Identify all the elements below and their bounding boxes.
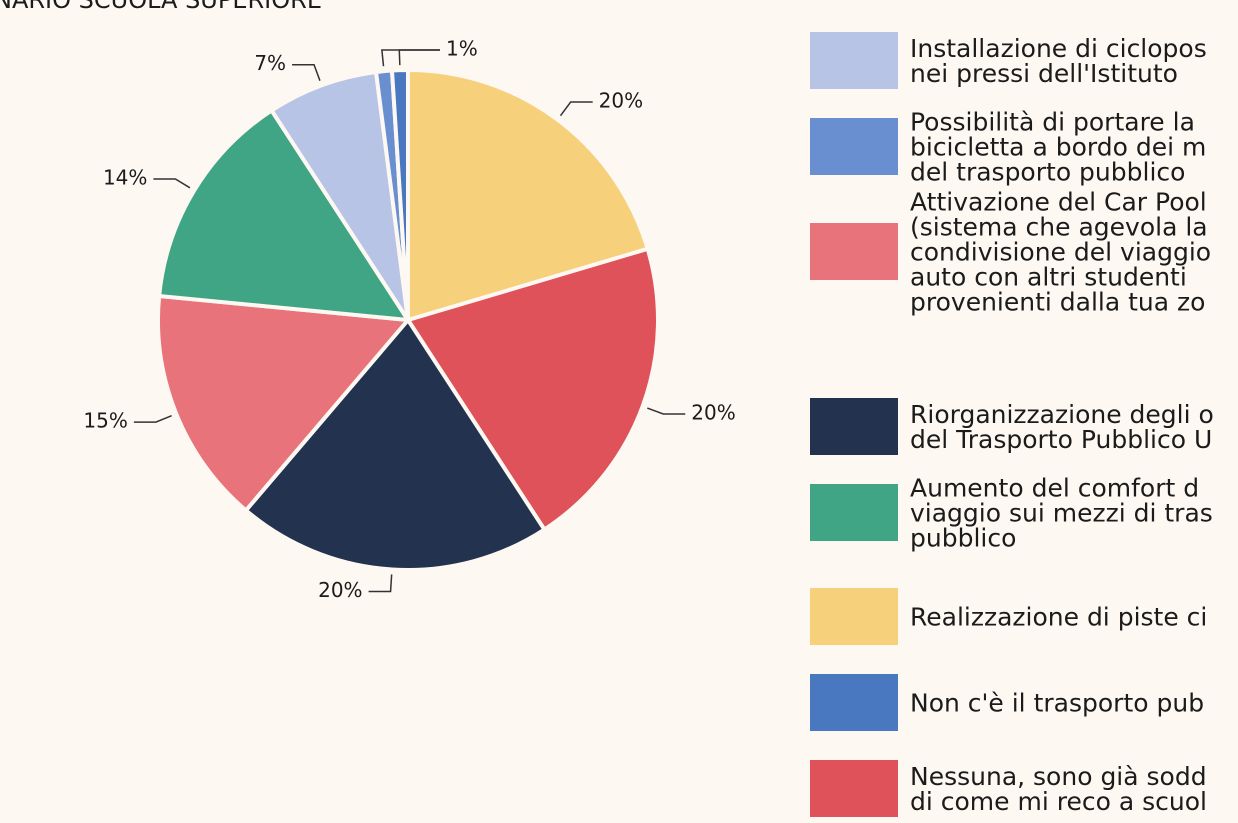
pie-slice bbox=[268, 69, 410, 322]
data-label: 15% bbox=[83, 409, 127, 433]
legend-swatch bbox=[810, 588, 898, 645]
legend-label: Non c'è il trasporto pub bbox=[910, 689, 1204, 718]
legend-label: Aumento del comfort d bbox=[910, 474, 1199, 503]
data-label: 14% bbox=[103, 165, 147, 189]
leader-line bbox=[368, 574, 393, 593]
legend-label: condivisione del viaggio bbox=[910, 238, 1211, 267]
legend-label: di come mi reco a scuol bbox=[910, 787, 1207, 816]
legend-swatch bbox=[810, 118, 898, 175]
leader-line bbox=[559, 101, 593, 117]
legend-label: Attivazione del Car Pool bbox=[910, 188, 1207, 217]
legend-swatch bbox=[810, 32, 898, 89]
legend-swatch bbox=[810, 674, 898, 731]
legend-label: del trasporto pubblico bbox=[910, 158, 1185, 187]
leader-line bbox=[381, 49, 440, 67]
leader-line bbox=[292, 63, 321, 81]
pie-slice bbox=[406, 67, 651, 323]
chart-title: NARIO SCUOLA SUPERIORE bbox=[0, 0, 322, 14]
pie-slice bbox=[404, 246, 660, 533]
data-label: 20% bbox=[599, 89, 643, 113]
legend-label: nei pressi dell'Istituto bbox=[910, 59, 1178, 88]
legend-label: Realizzazione di piste ci bbox=[910, 603, 1207, 632]
data-label: 1% bbox=[446, 37, 478, 61]
legend-label: provenienti dalla tua zo bbox=[910, 288, 1205, 317]
legend-label: Possibilità di portare la bbox=[910, 108, 1195, 137]
data-label: 20% bbox=[318, 578, 362, 602]
leader-line bbox=[133, 414, 172, 423]
legend-label: auto con altri studenti bbox=[910, 263, 1187, 292]
leader-line bbox=[398, 49, 440, 66]
pie-slice bbox=[389, 67, 410, 321]
legend-swatch bbox=[810, 484, 898, 541]
legend-swatch bbox=[810, 760, 898, 817]
legend-swatch bbox=[810, 223, 898, 280]
legend-label: Riorganizzazione degli o bbox=[910, 400, 1214, 429]
data-label: 7% bbox=[254, 51, 286, 75]
leader-line bbox=[153, 178, 191, 189]
legend-label: del Trasporto Pubblico U bbox=[910, 425, 1212, 454]
leader-line bbox=[647, 407, 686, 415]
legend-label: viaggio sui mezzi di tras bbox=[910, 499, 1213, 528]
legend-label: Nessuna, sono già sodd bbox=[910, 762, 1207, 791]
pie-slice bbox=[243, 316, 548, 572]
legend-swatch bbox=[810, 398, 898, 455]
legend-label: Installazione di ciclopos bbox=[910, 34, 1207, 63]
legend-label: (sistema che agevola la bbox=[910, 213, 1208, 242]
pie-slice bbox=[156, 107, 412, 323]
data-label: 20% bbox=[691, 400, 735, 424]
legend-label: pubblico bbox=[910, 524, 1016, 553]
legend-label: bicicletta a bordo dei m bbox=[910, 133, 1206, 162]
pie-slice bbox=[156, 293, 413, 514]
